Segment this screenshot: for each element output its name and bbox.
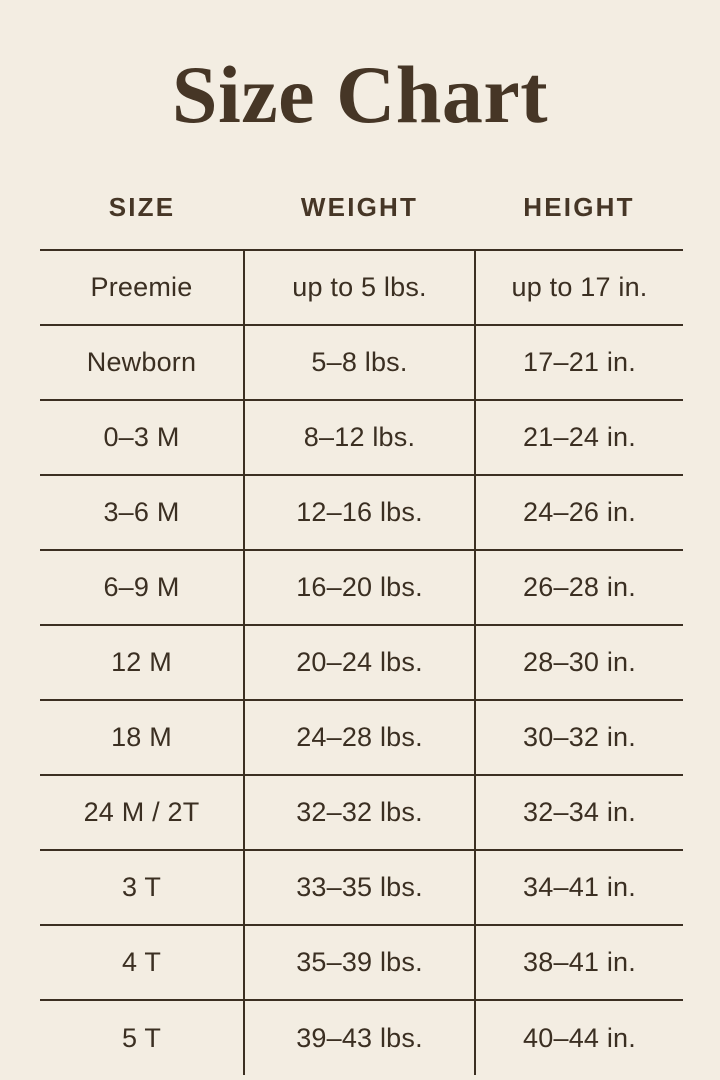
- size-cell: 4 T: [40, 924, 245, 1000]
- table-row: 3 T 33–35 lbs. 34–41 in.: [40, 849, 683, 925]
- weight-cell: 39–43 lbs.: [244, 999, 476, 1075]
- size-chart-table: SIZE WEIGHT HEIGHT Preemie up to 5 lbs. up…: [40, 192, 683, 1075]
- height-cell: 28–30 in.: [475, 624, 683, 700]
- table-row: 0–3 M 8–12 lbs. 21–24 in.: [40, 399, 683, 475]
- table-row: 4 T 35–39 lbs. 38–41 in.: [40, 924, 683, 1000]
- height-cell: 40–44 in.: [475, 999, 683, 1075]
- weight-cell: 8–12 lbs.: [244, 399, 476, 475]
- height-cell: 24–26 in.: [475, 474, 683, 550]
- weight-cell: 33–35 lbs.: [244, 849, 476, 925]
- weight-cell: 16–20 lbs.: [244, 549, 476, 625]
- weight-cell: 5–8 lbs.: [244, 324, 476, 400]
- table-row: Preemie up to 5 lbs. up to 17 in.: [40, 249, 683, 325]
- weight-cell: 24–28 lbs.: [244, 699, 476, 775]
- size-cell: 12 M: [40, 624, 245, 700]
- size-cell: 18 M: [40, 699, 245, 775]
- height-cell: 26–28 in.: [475, 549, 683, 625]
- height-cell: 34–41 in.: [475, 849, 683, 925]
- size-cell: 0–3 M: [40, 399, 245, 475]
- weight-cell: 12–16 lbs.: [244, 474, 476, 550]
- table-body: Preemie up to 5 lbs. up to 17 in. Newborn 5–…: [40, 249, 683, 1075]
- weight-cell: 20–24 lbs.: [244, 624, 476, 700]
- table-row: 18 M 24–28 lbs. 30–32 in.: [40, 699, 683, 775]
- table-header: SIZE WEIGHT HEIGHT: [40, 192, 683, 250]
- column-header-weight: WEIGHT: [300, 192, 419, 222]
- table-row: Newborn 5–8 lbs. 17–21 in.: [40, 324, 683, 400]
- page-title: Size Chart: [171, 49, 549, 140]
- column-header-size: SIZE: [108, 192, 176, 222]
- height-cell: 17–21 in.: [475, 324, 683, 400]
- table-row: 24 M / 2T 32–32 lbs. 32–34 in.: [40, 774, 683, 850]
- table-header-row: SIZE WEIGHT HEIGHT: [40, 192, 683, 250]
- weight-cell: up to 5 lbs.: [244, 249, 476, 325]
- height-cell: 38–41 in.: [475, 924, 683, 1000]
- size-cell: 5 T: [40, 999, 245, 1075]
- table-row: 6–9 M 16–20 lbs. 26–28 in.: [40, 549, 683, 625]
- height-cell: 30–32 in.: [475, 699, 683, 775]
- column-header-height: HEIGHT: [523, 192, 635, 222]
- weight-cell: 32–32 lbs.: [244, 774, 476, 850]
- table-row: 3–6 M 12–16 lbs. 24–26 in.: [40, 474, 683, 550]
- size-cell: 24 M / 2T: [40, 774, 245, 850]
- table-row: 12 M 20–24 lbs. 28–30 in.: [40, 624, 683, 700]
- table-row: 5 T 39–43 lbs. 40–44 in.: [40, 999, 683, 1075]
- size-chart-table-wrapper: SIZE WEIGHT HEIGHT Preemie up to 5 lbs. up…: [40, 192, 683, 1075]
- weight-cell: 35–39 lbs.: [244, 924, 476, 1000]
- size-cell: Preemie: [40, 249, 245, 325]
- height-cell: up to 17 in.: [475, 249, 683, 325]
- size-cell: 6–9 M: [40, 549, 245, 625]
- size-cell: 3–6 M: [40, 474, 245, 550]
- size-cell: Newborn: [40, 324, 245, 400]
- size-cell: 3 T: [40, 849, 245, 925]
- height-cell: 32–34 in.: [475, 774, 683, 850]
- height-cell: 21–24 in.: [475, 399, 683, 475]
